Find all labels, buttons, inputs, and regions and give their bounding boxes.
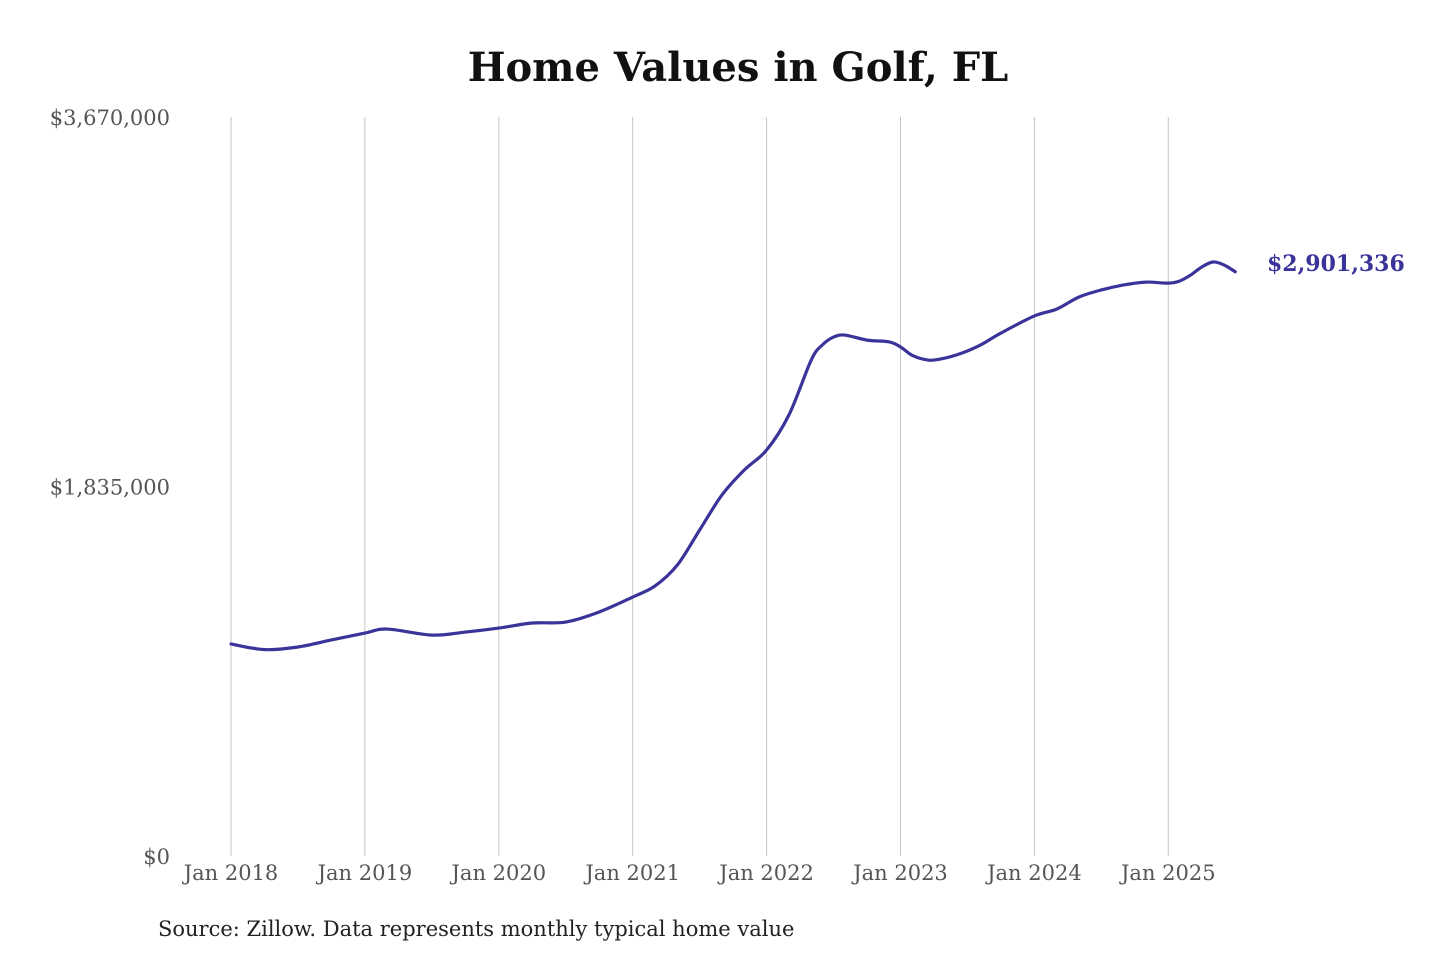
- end-value-label: $2,901,336: [1267, 251, 1405, 277]
- x-tick-label: Jan 2021: [583, 861, 680, 885]
- x-tick-label: Jan 2019: [316, 861, 413, 885]
- x-tick-label: Jan 2018: [182, 861, 279, 885]
- x-tick-label: Jan 2020: [450, 861, 547, 885]
- chart-title: Home Values in Golf, FL: [467, 44, 1009, 91]
- y-tick-label: $1,835,000: [50, 476, 170, 500]
- x-tick-label: Jan 2025: [1119, 861, 1216, 885]
- source-note: Source: Zillow. Data represents monthly …: [158, 917, 795, 941]
- y-tick-label: $0: [143, 845, 170, 869]
- series-line: [229, 260, 1237, 652]
- x-tick-label: Jan 2024: [985, 861, 1082, 885]
- x-tick-label: Jan 2022: [717, 861, 814, 885]
- y-tick-label: $3,670,000: [50, 106, 170, 130]
- x-tick-label: Jan 2023: [851, 861, 948, 885]
